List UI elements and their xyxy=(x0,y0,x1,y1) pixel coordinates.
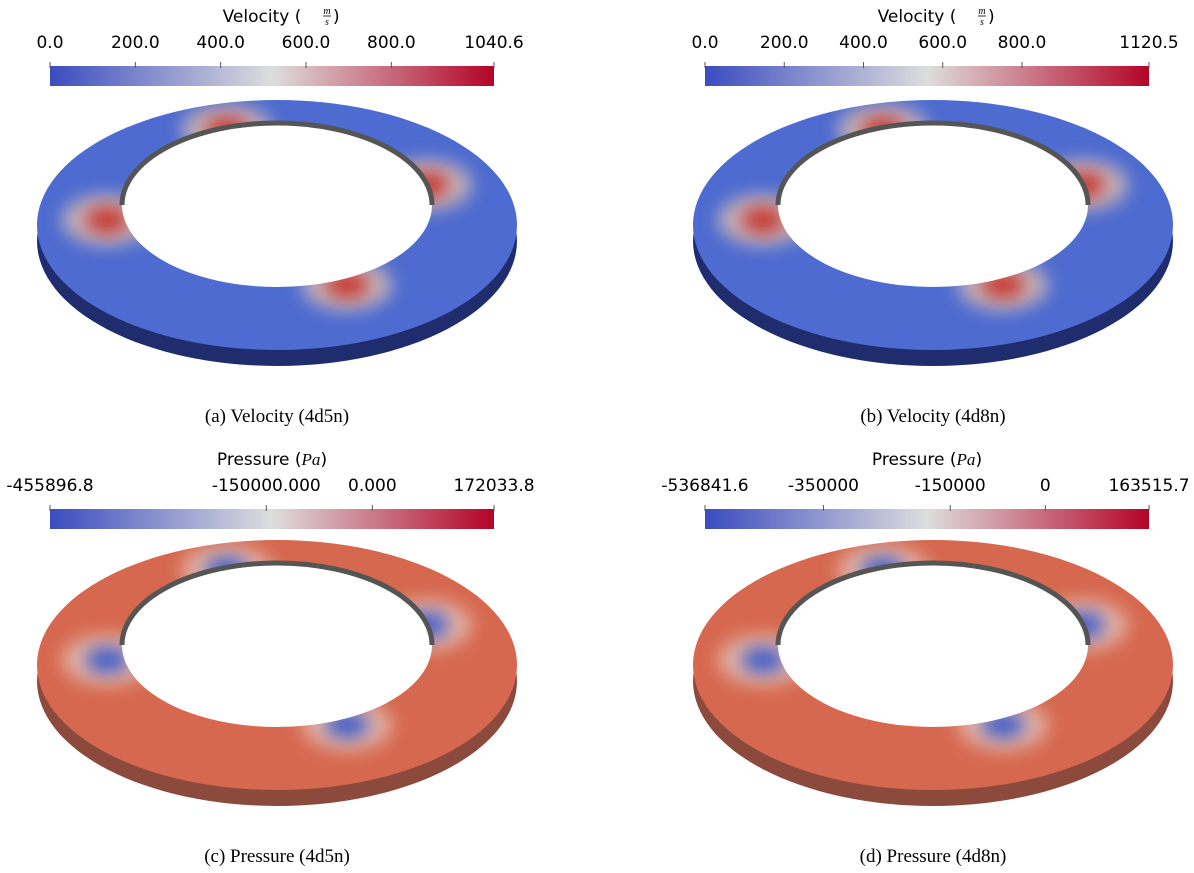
colorbar-tick-label: 200.0 xyxy=(111,33,160,53)
colorbar-unit: Pa xyxy=(956,450,976,469)
svg-text:): ) xyxy=(988,7,995,27)
caption: (a) Velocity (4d5n) xyxy=(205,406,349,427)
colorbar-tick-label: 0.0 xyxy=(691,33,718,53)
colorbar-tick-label: 0.000 xyxy=(348,476,397,496)
colorbar-title: Velocity ( xyxy=(878,7,957,27)
colorbar-tick-label: 0.0 xyxy=(36,33,63,53)
colorbar-tick-label: 800.0 xyxy=(998,33,1047,53)
colorbar-title: Velocity ( xyxy=(223,7,302,27)
colorbar-title-text: Velocity xyxy=(223,7,290,27)
ring-render xyxy=(688,95,1178,366)
colorbar-unit-numerator: m xyxy=(323,6,330,17)
colorbar-tick-label: 163515.7 xyxy=(1108,476,1189,496)
colorbar-tick-label: 400.0 xyxy=(839,33,888,53)
panel: Velocity ( ms) 0.0 200.0 400.0 600.0 800.0 1120… xyxy=(688,6,1179,366)
colorbar-tick-label: 600.0 xyxy=(918,33,967,53)
colorbar xyxy=(50,509,494,529)
colorbar-tick-label: -150000 xyxy=(915,476,986,496)
colorbar-unit-denominator: s xyxy=(980,17,984,28)
caption: (d) Pressure (4d8n) xyxy=(860,846,1007,867)
colorbar-tick-label: 1120.5 xyxy=(1119,33,1178,53)
colorbar-title-text: Velocity xyxy=(878,7,945,27)
colorbar xyxy=(705,509,1149,529)
colorbar-unit: Pa xyxy=(301,450,321,469)
colorbar-title: Pressure (Pa) xyxy=(872,450,982,470)
colorbar-tick-label: 172033.8 xyxy=(453,476,534,496)
colorbar-tick-label: 0 xyxy=(1040,476,1051,496)
colorbar-tick-label: -455896.8 xyxy=(6,476,93,496)
ring-render xyxy=(32,535,522,806)
colorbar-tick-label: 800.0 xyxy=(367,33,416,53)
svg-text:): ) xyxy=(333,7,340,27)
colorbar-unit-denominator: s xyxy=(325,17,329,28)
colorbar-unit-numerator: m xyxy=(978,6,985,17)
colorbar-tick-label: 200.0 xyxy=(760,33,809,53)
panel: Pressure (Pa) -455896.8 -150000.000 0.000 17… xyxy=(6,450,534,806)
colorbar-title-text: Pressure xyxy=(217,450,290,470)
colorbar-tick-label: -150000.000 xyxy=(212,476,321,496)
colorbar-tick-label: 1040.6 xyxy=(464,33,523,53)
ring-render xyxy=(688,535,1178,806)
ring-render xyxy=(32,95,522,366)
panel: Velocity ( ms) 0.0 200.0 400.0 600.0 800.0 1040… xyxy=(32,6,524,366)
colorbar-tick-label: -536841.6 xyxy=(661,476,748,496)
panel: Pressure (Pa) -536841.6 -350000 -150000 0 163… xyxy=(661,450,1189,806)
colorbar-title: Pressure (Pa) xyxy=(217,450,327,470)
colorbar xyxy=(50,66,494,86)
colorbar-tick-label: -350000 xyxy=(788,476,859,496)
figure: Velocity (ms)0.0200.0400.0600.0800.01040… xyxy=(0,0,1194,873)
colorbar-tick-label: 600.0 xyxy=(282,33,331,53)
colorbar xyxy=(705,66,1149,86)
caption: (c) Pressure (4d5n) xyxy=(204,846,350,867)
colorbar-title-text: Pressure xyxy=(872,450,945,470)
colorbar-tick-label: 400.0 xyxy=(196,33,245,53)
caption: (b) Velocity (4d8n) xyxy=(860,406,1005,427)
